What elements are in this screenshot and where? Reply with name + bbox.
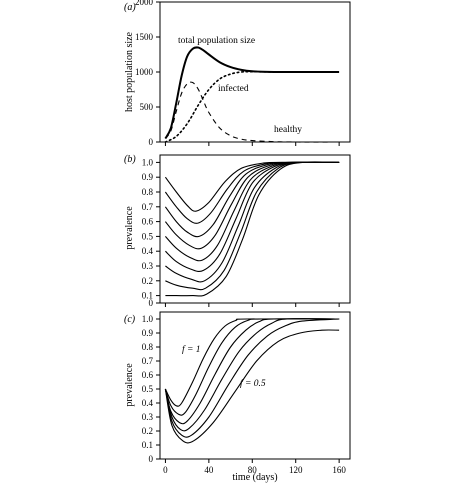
ytick-label: 1500	[135, 32, 154, 42]
annotation-f-1: f = 1	[182, 344, 201, 355]
xtick-label: 160	[332, 465, 346, 475]
panel-b-label: (b)	[124, 154, 136, 165]
ytick-label: 0	[149, 454, 154, 464]
series-line	[165, 161, 340, 283]
ytick-label: 0.2	[142, 276, 153, 286]
panel-a: (a) host population size 0 500 1000 1500 200…	[124, 0, 351, 147]
panel-a-lines	[164, 46, 340, 143]
ytick-label: 0.1	[142, 291, 153, 301]
series-line	[164, 161, 340, 250]
xtick-label: 0	[163, 465, 168, 475]
ytick-label: 0.6	[142, 217, 154, 227]
ytick-label: 0.7	[142, 356, 154, 366]
ytick-label: 0.6	[142, 370, 154, 380]
annotation-f-0-5: f = 0.5	[240, 378, 266, 389]
ytick-label: 0.8	[142, 342, 154, 352]
series-line	[165, 161, 340, 272]
series-line	[165, 161, 340, 291]
panel-a-yticks: 0 500 1000 1500 2000	[135, 0, 340, 147]
panel-c: (c) prevalence 0 0.1 0.2 0.3 0.4 0.5 0.6 0.7 0.8…	[124, 311, 351, 483]
series-line	[164, 70, 340, 143]
ytick-label: 0.4	[142, 246, 154, 256]
ytick-label: 0.2	[142, 426, 153, 436]
annotation-infected: infected	[218, 83, 249, 94]
series-line	[164, 46, 340, 140]
panel-b-lines	[164, 161, 340, 297]
panel-c-yticks: 0 0.1 0.2 0.3 0.4 0.5 0.6 0.7 0.8 0.9 1.0	[142, 314, 160, 464]
ytick-label: 0.3	[142, 261, 154, 271]
series-line	[164, 161, 340, 224]
series-line	[164, 318, 340, 407]
ytick-label: 0.8	[142, 187, 154, 197]
series-line	[164, 329, 340, 444]
panel-c-xticks: 0 40 80 120 160	[163, 459, 346, 475]
ytick-label: 0.3	[142, 412, 154, 422]
ytick-label: 0.5	[142, 384, 154, 394]
panel-c-ylabel: prevalence	[124, 363, 135, 407]
series-line	[164, 318, 340, 432]
annotation-total-population: total population size	[178, 36, 255, 46]
panel-b: (b) prevalence 00.1 0.2 0.3 0.4 0.5 0.6 0.7 0.8…	[124, 154, 351, 308]
panel-c-xlabel: time (days)	[232, 472, 277, 483]
xtick-label: 120	[289, 465, 303, 475]
panel-c-frame	[159, 311, 351, 460]
panel-c-label: (c)	[124, 314, 136, 325]
panel-b-yticks: 00.1 0.2 0.3 0.4 0.5 0.6 0.7 0.8 0.9 1.0	[142, 157, 340, 308]
ytick-label: 1.0	[142, 157, 154, 167]
series-line	[164, 318, 340, 438]
ytick-label: 1.0	[142, 314, 154, 324]
panel-c-lines	[164, 318, 340, 444]
panel-b-frame	[159, 154, 351, 304]
ytick-label: 500	[140, 102, 154, 112]
ytick-label: 0.1	[142, 440, 153, 450]
series-line	[164, 81, 340, 143]
xtick-label: 80	[248, 465, 258, 475]
ytick-label: 0.5	[142, 231, 154, 241]
series-line	[164, 318, 340, 416]
ytick-label: 0.9	[142, 328, 154, 338]
series-line	[164, 161, 340, 262]
ytick-label: 0.4	[142, 398, 154, 408]
panel-b-ylabel: prevalence	[124, 206, 135, 250]
series-line	[164, 161, 340, 238]
ytick-label: 0.7	[142, 202, 154, 212]
annotation-healthy: healthy	[274, 125, 302, 135]
xtick-label: 40	[204, 465, 214, 475]
ytick-label: 2000	[135, 0, 154, 7]
series-line	[165, 161, 340, 297]
ytick-label: 0.9	[142, 172, 154, 182]
ytick-label: 0	[149, 298, 154, 308]
panel-a-label: (a)	[124, 2, 136, 13]
ytick-label: 0	[149, 137, 154, 147]
series-line	[164, 318, 340, 425]
ytick-label: 1000	[135, 67, 154, 77]
panel-a-ylabel: host population size	[124, 31, 135, 112]
